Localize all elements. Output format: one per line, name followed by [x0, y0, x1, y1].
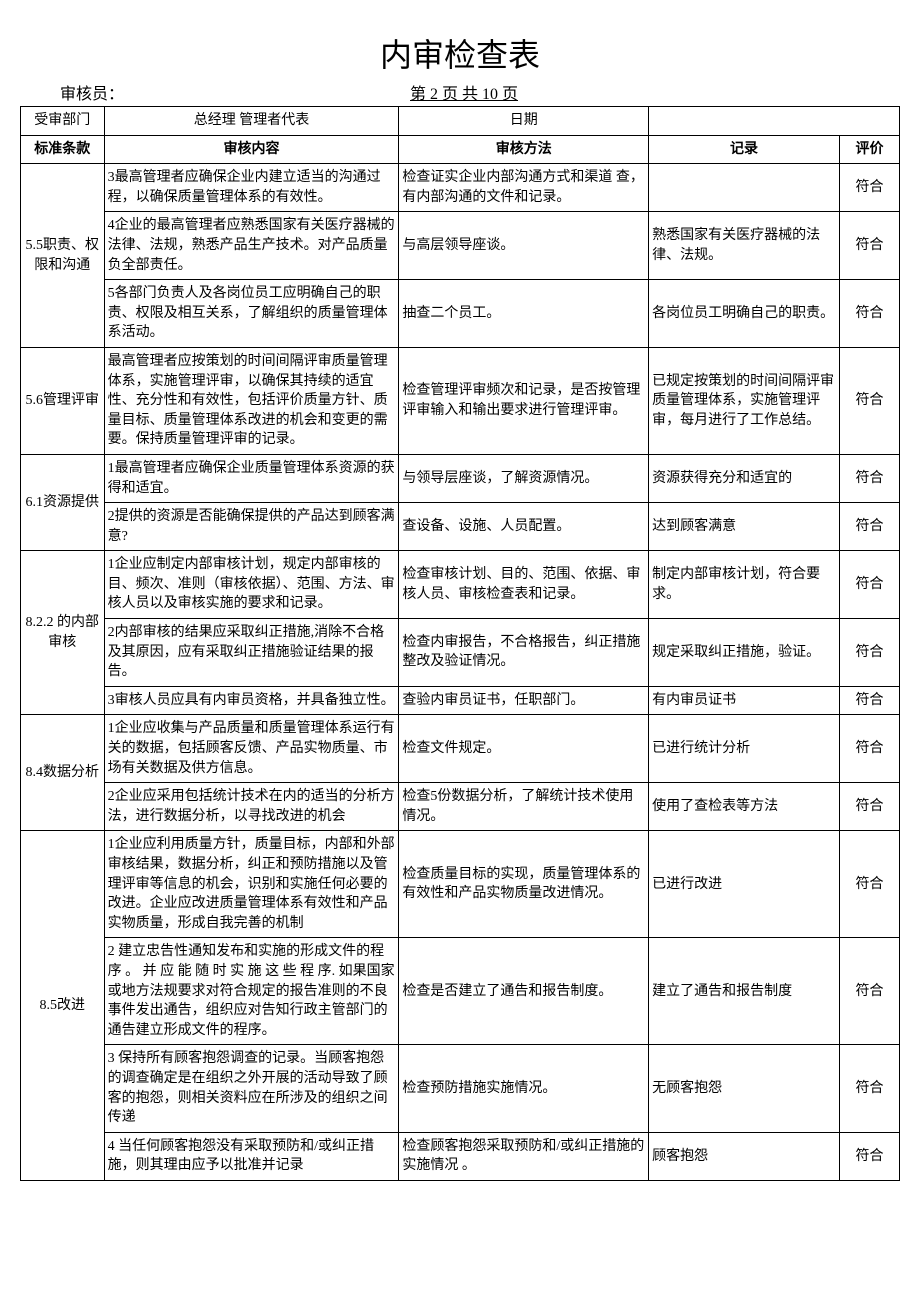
clause-cell: 8.5改进	[21, 831, 105, 1181]
record-cell: 资源获得充分和适宜的	[649, 454, 840, 502]
method-cell: 检查是否建立了通告和报告制度。	[399, 938, 649, 1045]
method-cell: 检查证实企业内部沟通方式和渠道 查，有内部沟通的文件和记录。	[399, 164, 649, 212]
page-info: 第 2 页 共 10 页	[410, 80, 860, 104]
method-cell: 检查内审报告，不合格报告，纠正措施整改及验证情况。	[399, 619, 649, 687]
eval-cell: 符合	[839, 1132, 899, 1180]
eval-cell: 符合	[839, 164, 899, 212]
content-cell: 4企业的最高管理者应熟悉国家有关医疗器械的法律、法规，熟悉产品生产技术。对产品质…	[104, 212, 399, 280]
eval-cell: 符合	[839, 938, 899, 1045]
record-cell: 各岗位员工明确自己的职责。	[649, 280, 840, 348]
record-cell: 达到顾客满意	[649, 503, 840, 551]
content-cell: 2 建立忠告性通知发布和实施的形成文件的程序 。 并 应 能 随 时 实 施 这…	[104, 938, 399, 1045]
method-cell: 与领导层座谈，了解资源情况。	[399, 454, 649, 502]
table-row: 4 当任何顾客抱怨没有采取预防和/或纠正措施，则其理由应予以批准并记录检查顾客抱…	[21, 1132, 900, 1180]
table-row: 5.6管理评审最高管理者应按策划的时间间隔评审质量管理体系，实施管理评审，以确保…	[21, 347, 900, 454]
table-row: 8.2.2 的内部审核1企业应制定内部审核计划，规定内部审核的目、频次、准则（审…	[21, 551, 900, 619]
record-cell: 已规定按策划的时间间隔评审质量管理体系，实施管理评审，每月进行了工作总结。	[649, 347, 840, 454]
method-cell: 检查管理评审频次和记录，是否按管理评审输入和输出要求进行管理评审。	[399, 347, 649, 454]
eval-cell: 符合	[839, 619, 899, 687]
clause-cell: 5.5职责、权限和沟通	[21, 164, 105, 348]
record-cell: 已进行统计分析	[649, 715, 840, 783]
content-cell: 2企业应采用包括统计技术在内的适当的分析方法，进行数据分析，以寻找改进的机会	[104, 783, 399, 831]
date-label: 日期	[399, 107, 649, 136]
eval-cell: 符合	[839, 280, 899, 348]
content-cell: 1企业应利用质量方针，质量目标，内部和外部审核结果，数据分析，纠正和预防措施以及…	[104, 831, 399, 938]
record-cell: 使用了查检表等方法	[649, 783, 840, 831]
page-title: 内审检查表	[20, 30, 900, 76]
eval-cell: 符合	[839, 715, 899, 783]
col-content: 审核内容	[104, 135, 399, 164]
clause-cell: 8.4数据分析	[21, 715, 105, 831]
table-row: 2企业应采用包括统计技术在内的适当的分析方法，进行数据分析，以寻找改进的机会检查…	[21, 783, 900, 831]
header-row: 标准条款 审核内容 审核方法 记录 评价	[21, 135, 900, 164]
eval-cell: 符合	[839, 831, 899, 938]
table-row: 8.4数据分析1企业应收集与产品质量和质量管理体系运行有关的数据，包括顾客反馈、…	[21, 715, 900, 783]
table-row: 6.1资源提供1最高管理者应确保企业质量管理体系资源的获得和适宜。与领导层座谈，…	[21, 454, 900, 502]
table-row: 2提供的资源是否能确保提供的产品达到顾客满意?查设备、设施、人员配置。达到顾客满…	[21, 503, 900, 551]
content-cell: 最高管理者应按策划的时间间隔评审质量管理体系，实施管理评审，以确保其持续的适宜性…	[104, 347, 399, 454]
method-cell: 检查预防措施实施情况。	[399, 1045, 649, 1132]
record-cell: 顾客抱怨	[649, 1132, 840, 1180]
content-cell: 1企业应制定内部审核计划，规定内部审核的目、频次、准则（审核依据）、范围、方法、…	[104, 551, 399, 619]
table-row: 2内部审核的结果应采取纠正措施,消除不合格及其原因，应有采取纠正措施验证结果的报…	[21, 619, 900, 687]
record-cell: 已进行改进	[649, 831, 840, 938]
method-cell: 与高层领导座谈。	[399, 212, 649, 280]
eval-cell: 符合	[839, 1045, 899, 1132]
record-cell: 建立了通告和报告制度	[649, 938, 840, 1045]
col-eval: 评价	[839, 135, 899, 164]
content-cell: 1企业应收集与产品质量和质量管理体系运行有关的数据，包括顾客反馈、产品实物质量、…	[104, 715, 399, 783]
record-cell: 有内审员证书	[649, 686, 840, 715]
table-row: 3 保持所有顾客抱怨调查的记录。当顾客抱怨的调查确定是在组织之外开展的活动导致了…	[21, 1045, 900, 1132]
clause-cell: 6.1资源提供	[21, 454, 105, 550]
method-cell: 检查审核计划、目的、范围、依据、审核人员、审核检查表和记录。	[399, 551, 649, 619]
content-cell: 4 当任何顾客抱怨没有采取预防和/或纠正措施，则其理由应予以批准并记录	[104, 1132, 399, 1180]
content-cell: 2内部审核的结果应采取纠正措施,消除不合格及其原因，应有采取纠正措施验证结果的报…	[104, 619, 399, 687]
method-cell: 检查质量目标的实现，质量管理体系的有效性和产品实物质量改进情况。	[399, 831, 649, 938]
method-cell: 检查顾客抱怨采取预防和/或纠正措施的实施情况 。	[399, 1132, 649, 1180]
dept-value: 总经理 管理者代表	[104, 107, 399, 136]
col-clause: 标准条款	[21, 135, 105, 164]
dept-label: 受审部门	[21, 107, 105, 136]
table-row: 5各部门负责人及各岗位员工应明确自己的职责、权限及相互关系，了解组织的质量管理体…	[21, 280, 900, 348]
table-row: 2 建立忠告性通知发布和实施的形成文件的程序 。 并 应 能 随 时 实 施 这…	[21, 938, 900, 1045]
date-value	[649, 107, 900, 136]
record-cell	[649, 164, 840, 212]
content-cell: 2提供的资源是否能确保提供的产品达到顾客满意?	[104, 503, 399, 551]
eval-cell: 符合	[839, 212, 899, 280]
header-line: 审核员： 第 2 页 共 10 页	[20, 80, 900, 104]
eval-cell: 符合	[839, 347, 899, 454]
clause-cell: 5.6管理评审	[21, 347, 105, 454]
table-row: 3审核人员应具有内审员资格，并具备独立性。查验内审员证书，任职部门。有内审员证书…	[21, 686, 900, 715]
content-cell: 1最高管理者应确保企业质量管理体系资源的获得和适宜。	[104, 454, 399, 502]
method-cell: 抽查二个员工。	[399, 280, 649, 348]
clause-cell: 8.2.2 的内部审核	[21, 551, 105, 715]
meta-row: 受审部门 总经理 管理者代表 日期	[21, 107, 900, 136]
content-cell: 3最高管理者应确保企业内建立适当的沟通过程，以确保质量管理体系的有效性。	[104, 164, 399, 212]
record-cell: 熟悉国家有关医疗器械的法律、法规。	[649, 212, 840, 280]
record-cell: 规定采取纠正措施，验证。	[649, 619, 840, 687]
eval-cell: 符合	[839, 686, 899, 715]
content-cell: 3审核人员应具有内审员资格，并具备独立性。	[104, 686, 399, 715]
eval-cell: 符合	[839, 503, 899, 551]
eval-cell: 符合	[839, 454, 899, 502]
method-cell: 检查5份数据分析，了解统计技术使用情况。	[399, 783, 649, 831]
table-row: 4企业的最高管理者应熟悉国家有关医疗器械的法律、法规，熟悉产品生产技术。对产品质…	[21, 212, 900, 280]
record-cell: 制定内部审核计划，符合要求。	[649, 551, 840, 619]
col-method: 审核方法	[399, 135, 649, 164]
content-cell: 3 保持所有顾客抱怨调查的记录。当顾客抱怨的调查确定是在组织之外开展的活动导致了…	[104, 1045, 399, 1132]
method-cell: 查验内审员证书，任职部门。	[399, 686, 649, 715]
method-cell: 检查文件规定。	[399, 715, 649, 783]
content-cell: 5各部门负责人及各岗位员工应明确自己的职责、权限及相互关系，了解组织的质量管理体…	[104, 280, 399, 348]
col-record: 记录	[649, 135, 840, 164]
table-row: 5.5职责、权限和沟通3最高管理者应确保企业内建立适当的沟通过程，以确保质量管理…	[21, 164, 900, 212]
eval-cell: 符合	[839, 551, 899, 619]
eval-cell: 符合	[839, 783, 899, 831]
audit-table: 受审部门 总经理 管理者代表 日期 标准条款 审核内容 审核方法 记录 评价 5…	[20, 106, 900, 1181]
method-cell: 查设备、设施、人员配置。	[399, 503, 649, 551]
auditor-label: 审核员：	[60, 80, 410, 104]
table-row: 8.5改进1企业应利用质量方针，质量目标，内部和外部审核结果，数据分析，纠正和预…	[21, 831, 900, 938]
record-cell: 无顾客抱怨	[649, 1045, 840, 1132]
